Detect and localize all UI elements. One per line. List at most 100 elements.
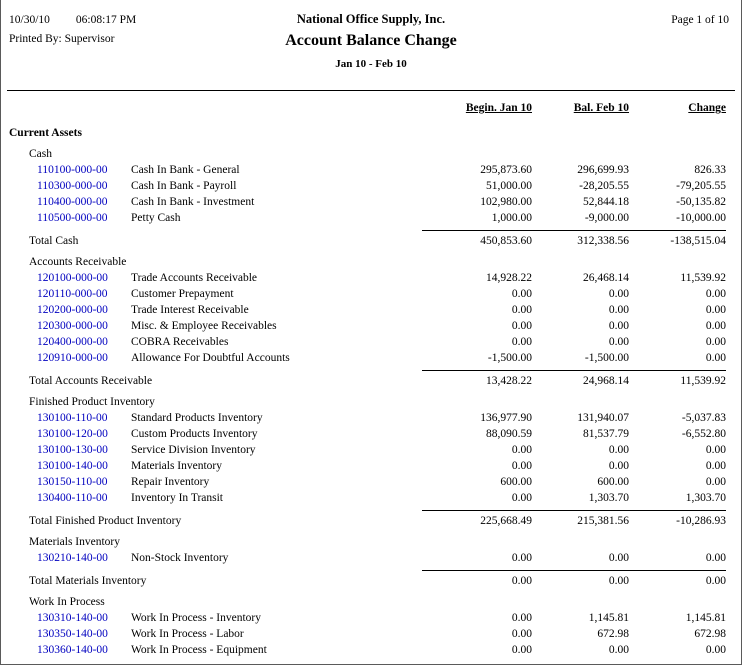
account-description: Trade Interest Receivable [131,304,249,316]
ending-balance: -1,500.00 [584,352,629,364]
change-amount: 0.00 [705,552,726,564]
section-title: Cash [29,148,52,160]
change-amount: 0.00 [705,444,726,456]
change-amount: -79,205.55 [676,180,726,192]
begin-balance: 136,977.90 [480,412,532,424]
total-ending-balance: 215,381.56 [532,510,629,529]
account-number-link[interactable]: 120400-000-00 [37,336,108,348]
begin-balance: 88,090.59 [486,428,532,440]
account-description: Work In Process - Inventory [131,612,262,624]
account-number-link[interactable]: 110500-000-00 [37,212,108,224]
account-description: Customer Prepayment [131,288,234,300]
total-begin-balance: 450,853.60 [422,230,532,249]
ending-balance: 131,940.07 [577,412,629,424]
section-title: Materials Inventory [29,536,121,548]
account-number-link[interactable]: 130310-140-00 [37,612,108,624]
account-row: 130350-140-00 Work In Process - Labor 0.00… [1,626,741,642]
company-name: National Office Supply, Inc. [296,12,446,26]
account-number-link[interactable]: 130100-140-00 [37,460,108,472]
account-number-link[interactable]: 130360-140-00 [37,644,108,656]
account-description: Work In Process - Labor [131,628,244,640]
column-header-balance: Bal. Feb 10 [573,102,629,114]
change-amount: 0.00 [705,476,726,488]
section-materials-inventory: Materials Inventory 130210-140-00 Non-Stoc… [1,534,741,589]
account-row: 130100-140-00 Materials Inventory 0.00 0.00… [1,458,741,474]
begin-balance: 0.00 [511,288,532,300]
account-description: Cash In Bank - Payroll [131,180,237,192]
account-description: Cash In Bank - General [131,164,240,176]
account-number-link[interactable]: 130100-110-00 [37,412,108,424]
section-title: Work In Process [29,596,105,608]
section-title: Finished Product Inventory [29,396,155,408]
change-amount: -50,135.82 [676,196,726,208]
begin-balance: 14,928.22 [486,272,532,284]
begin-balance: 0.00 [511,552,532,564]
account-number-link[interactable]: 120300-000-00 [37,320,108,332]
report-period: Jan 10 - Feb 10 [335,58,407,70]
account-row: 120100-000-00 Trade Accounts Receivable 14… [1,270,741,286]
begin-balance: 51,000.00 [486,180,532,192]
column-header-row: Begin. Jan 10 Bal. Feb 10 Change [1,99,741,117]
account-number-link[interactable]: 110100-000-00 [37,164,108,176]
account-number-link[interactable]: 110300-000-00 [37,180,108,192]
ending-balance: 600.00 [597,476,629,488]
account-row: 120400-000-00 COBRA Receivables 0.00 0.00 0.… [1,334,741,350]
change-amount: 0.00 [705,320,726,332]
change-amount: 1,303.70 [685,492,726,504]
change-amount: -10,000.00 [676,212,726,224]
account-row: 130100-110-00 Standard Products Inventory… [1,410,741,426]
group-header: Current Assets [9,127,82,139]
ending-balance: -28,205.55 [579,180,629,192]
change-amount: 0.00 [705,304,726,316]
account-row: 130100-130-00 Service Division Inventory 0… [1,442,741,458]
begin-balance: -1,500.00 [487,352,532,364]
begin-balance: 0.00 [511,320,532,332]
ending-balance: 1,145.81 [588,612,629,624]
account-row: 120200-000-00 Trade Interest Receivable 0.… [1,302,741,318]
ending-balance: 0.00 [608,644,629,656]
ending-balance: 0.00 [608,444,629,456]
printed-by: Printed By: Supervisor [9,33,115,45]
account-number-link[interactable]: 130350-140-00 [37,628,108,640]
account-number-link[interactable]: 120910-000-00 [37,352,108,364]
total-change-amount: 11,539.92 [629,370,726,389]
account-number-link[interactable]: 120110-000-00 [37,288,108,300]
total-label: Total Accounts Receivable [29,375,153,387]
ending-balance: 672.98 [597,628,629,640]
account-description: Misc. & Employee Receivables [131,320,277,332]
total-label: Total Finished Product Inventory [29,515,182,527]
begin-balance: 1,000.00 [491,212,532,224]
total-ending-balance: 312,338.56 [532,230,629,249]
account-number-link[interactable]: 110400-000-00 [37,196,108,208]
account-number-link[interactable]: 120200-000-00 [37,304,108,316]
ending-balance: 0.00 [608,336,629,348]
ending-balance: 26,468.14 [583,272,629,284]
account-number-link[interactable]: 130150-110-00 [37,476,108,488]
account-description: Trade Accounts Receivable [131,272,258,284]
total-ending-balance: 0.00 [532,570,629,589]
account-row: 110100-000-00 Cash In Bank - General 295,8… [1,162,741,178]
change-amount: 0.00 [705,336,726,348]
account-number-link[interactable]: 120100-000-00 [37,272,108,284]
ending-balance: -9,000.00 [584,212,629,224]
account-number-link[interactable]: 130400-110-00 [37,492,108,504]
account-number-link[interactable]: 130100-130-00 [37,444,108,456]
ending-balance: 81,537.79 [583,428,629,440]
begin-balance: 600.00 [500,476,532,488]
page-number: Page 1 of 10 [671,14,729,26]
total-row: Total Cash 450,853.60 312,338.56 -138,515.0… [1,230,741,249]
column-header-change: Change [688,102,726,114]
section-work-in-process: Work In Process 130310-140-00 Work In Proc… [1,594,741,658]
account-number-link[interactable]: 130210-140-00 [37,552,108,564]
change-amount: 826.33 [694,164,726,176]
total-ending-balance: 24,968.14 [532,370,629,389]
account-row: 120110-000-00 Customer Prepayment 0.00 0.00… [1,286,741,302]
change-amount: 0.00 [705,288,726,300]
account-number-link[interactable]: 130100-120-00 [37,428,108,440]
begin-balance: 0.00 [511,336,532,348]
begin-balance: 0.00 [511,304,532,316]
ending-balance: 0.00 [608,552,629,564]
account-description: Standard Products Inventory [131,412,263,424]
account-description: Inventory In Transit [131,492,223,504]
